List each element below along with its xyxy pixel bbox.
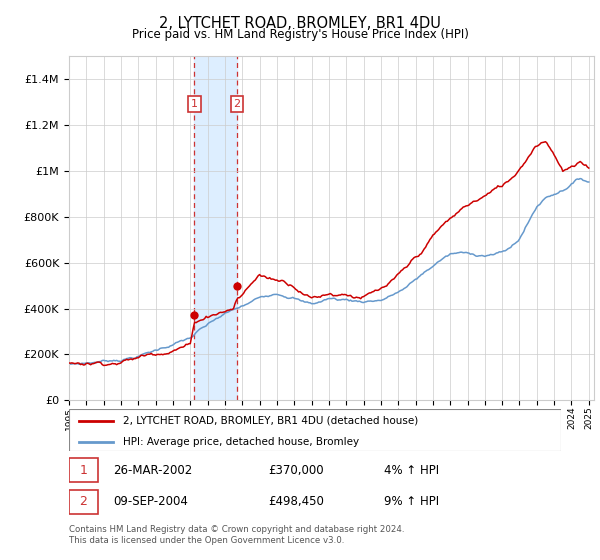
Text: 1: 1 — [191, 99, 198, 109]
Text: HPI: Average price, detached house, Bromley: HPI: Average price, detached house, Brom… — [123, 437, 359, 446]
Text: £498,450: £498,450 — [269, 495, 325, 508]
Text: Contains HM Land Registry data © Crown copyright and database right 2024.
This d: Contains HM Land Registry data © Crown c… — [69, 525, 404, 545]
Text: 2: 2 — [233, 99, 241, 109]
Text: 2: 2 — [79, 495, 88, 508]
Text: 9% ↑ HPI: 9% ↑ HPI — [384, 495, 439, 508]
Text: 2, LYTCHET ROAD, BROMLEY, BR1 4DU (detached house): 2, LYTCHET ROAD, BROMLEY, BR1 4DU (detac… — [123, 416, 418, 426]
FancyBboxPatch shape — [69, 409, 561, 451]
Text: 1: 1 — [79, 464, 88, 477]
Text: 09-SEP-2004: 09-SEP-2004 — [113, 495, 188, 508]
FancyBboxPatch shape — [69, 490, 98, 514]
Text: 4% ↑ HPI: 4% ↑ HPI — [384, 464, 439, 477]
FancyBboxPatch shape — [69, 459, 98, 482]
Bar — [194, 56, 237, 400]
Text: £370,000: £370,000 — [269, 464, 324, 477]
Text: Price paid vs. HM Land Registry's House Price Index (HPI): Price paid vs. HM Land Registry's House … — [131, 28, 469, 41]
Text: 26-MAR-2002: 26-MAR-2002 — [113, 464, 193, 477]
Text: 2, LYTCHET ROAD, BROMLEY, BR1 4DU: 2, LYTCHET ROAD, BROMLEY, BR1 4DU — [159, 16, 441, 31]
